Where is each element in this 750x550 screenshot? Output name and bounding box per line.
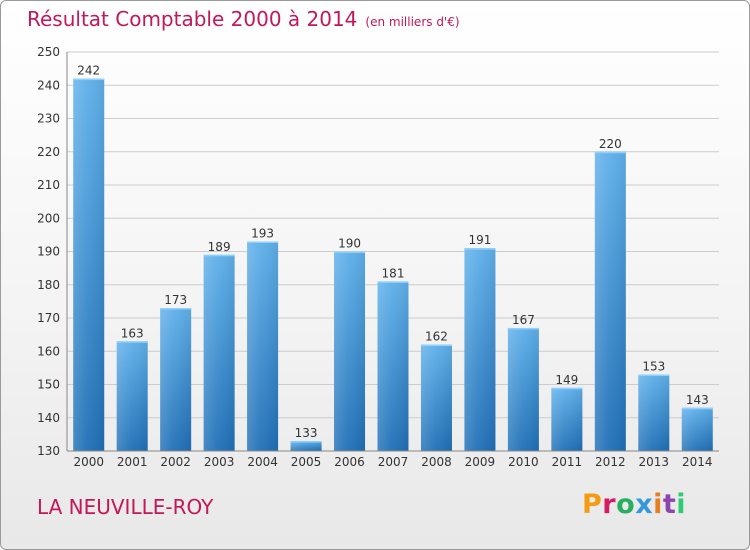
bar-shine-2006: [334, 251, 366, 451]
y-tick-label: 160: [37, 344, 60, 358]
x-tick-label-2006: 2006: [334, 455, 365, 469]
bar-shine-2010: [507, 327, 539, 451]
bar-shine-2009: [464, 248, 496, 451]
x-tick-label-2001: 2001: [117, 455, 148, 469]
x-tick-label-2004: 2004: [247, 455, 278, 469]
data-label-2002: 173: [164, 293, 187, 307]
y-tick-label: 210: [37, 178, 60, 192]
data-label-2013: 153: [642, 360, 665, 374]
bar-shine-2004: [247, 241, 279, 451]
data-label-2008: 162: [425, 330, 448, 344]
logo-letter: P: [582, 489, 603, 520]
data-label-2003: 189: [208, 240, 231, 254]
data-label-2004: 193: [251, 227, 274, 241]
data-label-2005: 133: [295, 426, 318, 440]
chart-subtitle: (en milliers d'€): [365, 15, 460, 29]
logo-letter: o: [616, 489, 636, 520]
y-tick-label: 170: [37, 311, 60, 325]
y-tick-label: 250: [37, 45, 60, 59]
data-label-2009: 191: [468, 233, 491, 247]
x-tick-label-2007: 2007: [378, 455, 409, 469]
bar-top-edge-2013: [638, 374, 670, 377]
y-tick-label: 230: [37, 112, 60, 126]
data-label-2001: 163: [121, 326, 144, 340]
bar-shine-2002: [160, 308, 192, 451]
axis-layer: 130 140 150 160 170 180 190 200 210 220 230 240 250 2…: [37, 45, 719, 469]
bars-layer: 242 163 173 189 193 133 190 181 162 191 167 149 220 1…: [73, 64, 713, 451]
bar-top-edge-2009: [464, 248, 496, 250]
bar-shine-2000: [73, 78, 105, 451]
bar-shine-2005: [290, 441, 322, 451]
logo-letter: r: [602, 489, 617, 520]
bar-top-edge-2002: [160, 308, 192, 310]
data-label-2007: 181: [382, 266, 405, 280]
data-label-2012: 220: [599, 137, 622, 151]
chart-title: Résultat Comptable 2000 à 2014 (en millie…: [27, 7, 460, 31]
logo-letter: i: [676, 489, 687, 520]
x-tick-label-2010: 2010: [508, 455, 539, 469]
logo-letter: x: [635, 489, 654, 520]
bar-top-edge-2004: [247, 241, 279, 244]
bar-shine-2014: [681, 407, 713, 451]
title-text: Résultat Comptable 2000 à 2014: [27, 7, 358, 31]
bar-top-edge-2010: [507, 327, 539, 330]
y-tick-label: 190: [37, 245, 60, 259]
x-tick-label-2008: 2008: [421, 455, 452, 469]
bar-top-edge-2012: [594, 151, 626, 154]
bar-shine-2007: [377, 281, 409, 451]
bar-shine-2013: [638, 374, 670, 451]
y-tick-label: 150: [37, 378, 60, 392]
bar-shine-2008: [420, 344, 452, 451]
x-tick-label-2009: 2009: [465, 455, 496, 469]
logo-letter: i: [653, 489, 663, 520]
bar-shine-2012: [594, 151, 626, 451]
bar-top-edge-2000: [73, 78, 105, 81]
x-tick-label-2011: 2011: [552, 455, 583, 469]
town-name: LA NEUVILLE-ROY: [37, 495, 214, 519]
y-tick-label: 130: [37, 444, 60, 458]
x-tick-label-2013: 2013: [639, 455, 670, 469]
y-tick-label: 220: [37, 145, 60, 159]
y-tick-label: 180: [37, 278, 60, 292]
x-tick-label-2012: 2012: [595, 455, 626, 469]
x-tick-label-2003: 2003: [204, 455, 235, 469]
y-tick-label: 240: [37, 78, 60, 92]
data-label-2000: 242: [77, 64, 100, 78]
x-tick-label-2005: 2005: [291, 455, 322, 469]
bar-top-edge-2007: [377, 281, 409, 283]
y-tick-label: 140: [37, 411, 60, 425]
data-label-2014: 143: [686, 393, 709, 407]
logo-letter: t: [662, 489, 677, 520]
x-tick-label-2002: 2002: [160, 455, 191, 469]
bar-top-edge-2005: [290, 441, 322, 443]
bar-top-edge-2003: [203, 254, 235, 257]
data-label-2011: 149: [555, 373, 578, 387]
bar-top-edge-2001: [116, 341, 148, 343]
bar-shine-2003: [203, 254, 235, 451]
bar-top-edge-2011: [551, 387, 583, 390]
proxiti-logo[interactable]: Proxiti: [582, 489, 686, 520]
bar-shine-2011: [551, 387, 583, 451]
bar-top-edge-2006: [334, 251, 366, 253]
bar-top-edge-2008: [420, 344, 452, 347]
y-tick-label: 200: [37, 211, 60, 225]
data-label-2010: 167: [512, 313, 535, 327]
bar-shine-2001: [116, 341, 148, 451]
bar-top-edge-2014: [681, 407, 713, 410]
data-label-2006: 190: [338, 237, 361, 251]
x-tick-label-2014: 2014: [682, 455, 713, 469]
x-tick-label-2000: 2000: [73, 455, 104, 469]
